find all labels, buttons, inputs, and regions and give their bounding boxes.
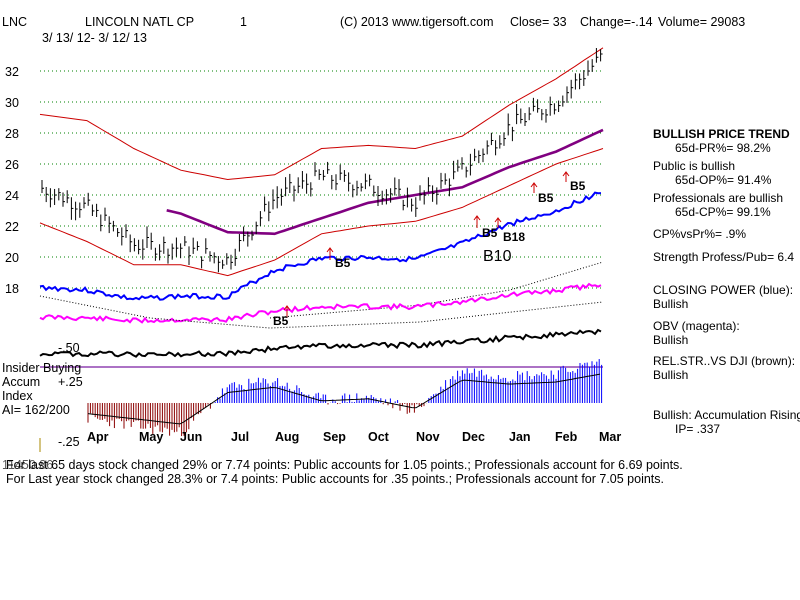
signal-arrow-head	[326, 247, 334, 253]
ai-value: AI= 162/200	[2, 403, 70, 417]
accumulation-bars	[87, 359, 603, 437]
price-tick: 30	[5, 96, 19, 110]
footer-line-2: For Last year stock changed 28.3% or 7.4…	[6, 472, 665, 486]
month-label: Jan	[509, 430, 531, 444]
pro-title: Professionals are bullish	[653, 191, 784, 205]
price-tick: 32	[5, 65, 19, 79]
month-label: Nov	[416, 430, 440, 444]
cp-value: 65d-CP%= 99.1%	[675, 205, 771, 219]
month-label: Sep	[323, 430, 346, 444]
month-label: Oct	[368, 430, 389, 444]
ip-value: IP= .337	[675, 422, 721, 436]
obv-line	[39, 282, 602, 324]
indicator-tick: +.25	[58, 375, 83, 389]
month-label: Aug	[275, 430, 300, 444]
chart-number: 1	[240, 15, 247, 29]
company-name: LINCOLN NATL CP	[85, 15, 195, 29]
month-label: Feb	[555, 430, 578, 444]
obv-trendline	[39, 295, 604, 329]
obv-value: Bullish	[653, 333, 689, 347]
pr-value: 65d-PR%= 98.2%	[675, 141, 771, 155]
price-tick: 18	[5, 282, 19, 296]
month-label: Mar	[599, 430, 622, 444]
signal-label-large: B10	[483, 248, 512, 265]
signal-arrow-head	[473, 215, 481, 221]
accumulation-title: Bullish: Accumulation Rising	[653, 408, 800, 422]
signal-arrows	[283, 171, 570, 318]
footer-overlap-number: 11450.86	[2, 458, 54, 472]
upper-band-line	[39, 47, 604, 181]
iba-title: Insider Buying	[2, 361, 82, 375]
gridlines	[39, 70, 603, 452]
closing-power-value: Bullish	[653, 297, 689, 311]
date-range: 3/ 13/ 12- 3/ 12/ 13	[42, 31, 147, 45]
signal-label: B5	[482, 226, 498, 240]
public-title: Public is bullish	[653, 159, 736, 173]
month-label: Jun	[180, 430, 203, 444]
iba-title: Accum	[2, 375, 41, 389]
lower-band-line	[39, 148, 604, 277]
price-tick: 20	[5, 251, 19, 265]
moving-average-line	[166, 128, 604, 236]
signal-label: B5	[538, 191, 554, 205]
trend-title: BULLISH PRICE TREND	[653, 127, 790, 141]
price-tick: 28	[5, 127, 19, 141]
signal-arrow-head	[494, 217, 502, 223]
month-label: May	[139, 430, 164, 444]
footer-line-1: For last 65 days stock changed 29% or 7.…	[6, 458, 683, 472]
close-value: Close= 33	[510, 15, 567, 29]
copyright: (C) 2013 www.tigersoft.com	[340, 15, 494, 29]
accumulation-average-line	[87, 373, 601, 425]
price-bars	[41, 48, 603, 273]
month-label: Dec	[462, 430, 485, 444]
ticker: LNC	[2, 15, 28, 29]
signal-label: B5	[570, 179, 586, 193]
volume-value: Volume= 29083	[658, 15, 746, 29]
indicator-tick: -.25	[58, 435, 80, 449]
rel-strength-line	[39, 328, 602, 358]
signal-label: B18	[503, 230, 526, 244]
rel-strength-title: REL.STR..VS DJI (brown):	[653, 354, 796, 368]
signal-arrow-head	[562, 171, 570, 177]
iba-title: Index	[2, 389, 33, 403]
op-value: 65d-OP%= 91.4%	[675, 173, 772, 187]
indicator-lines	[39, 47, 604, 358]
obv-title: OBV (magenta):	[653, 319, 740, 333]
price-tick: 24	[5, 189, 19, 203]
indicator-tick: -.50	[58, 341, 80, 355]
month-label: Jul	[231, 430, 250, 444]
closing-power-trendline	[269, 261, 604, 319]
signal-label: B5	[335, 256, 351, 270]
closing-power-line	[39, 191, 602, 301]
price-tick: 22	[5, 220, 19, 234]
closing-power-title: CLOSING POWER (blue):	[653, 283, 794, 297]
signal-arrow-head	[283, 305, 291, 311]
strength-value: Strength Profess/Pub= 6.4	[653, 250, 795, 264]
price-tick: 26	[5, 158, 19, 172]
signal-arrow-head	[530, 182, 538, 188]
rel-strength-value: Bullish	[653, 368, 689, 382]
signal-label: B5	[273, 314, 289, 328]
month-label: Apr	[87, 430, 109, 444]
change-value: Change=-.14	[580, 15, 653, 29]
cpvspr-value: CP%vsPr%= .9%	[653, 227, 747, 241]
